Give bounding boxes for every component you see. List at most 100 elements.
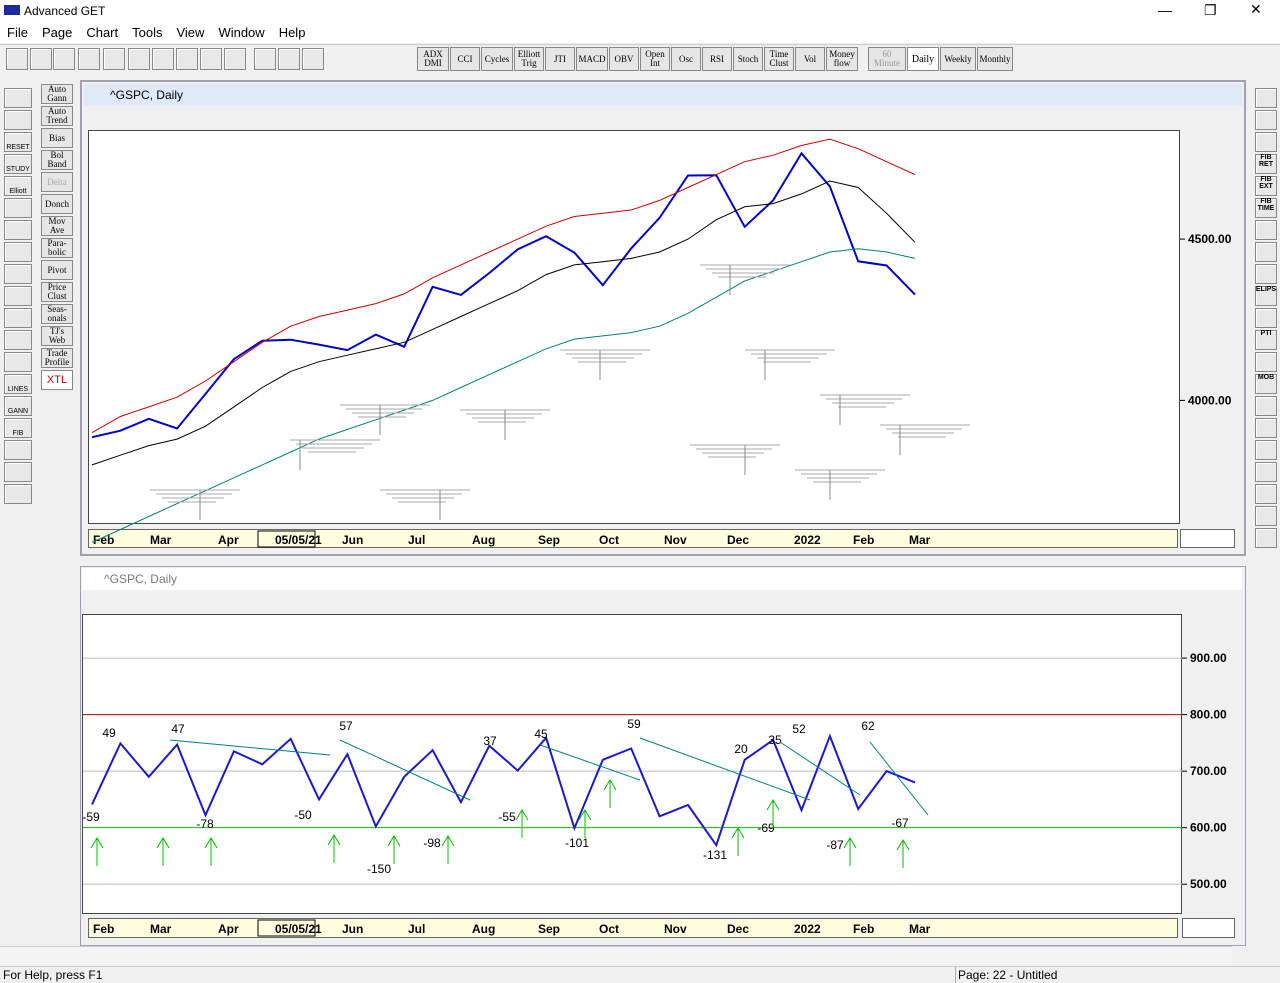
indicator-button[interactable]: OBV bbox=[609, 47, 639, 71]
indicator-button[interactable]: JTI bbox=[545, 47, 575, 71]
indicator-button[interactable]: MACD bbox=[576, 47, 608, 71]
tool-button[interactable] bbox=[254, 48, 276, 70]
indicator-button[interactable]: Osc bbox=[671, 47, 701, 71]
tool-icon[interactable] bbox=[1255, 308, 1277, 328]
tool-button[interactable] bbox=[278, 48, 300, 70]
indicator-button[interactable]: Elliott Trig bbox=[514, 47, 544, 71]
tool-button[interactable] bbox=[200, 48, 222, 70]
tool-icon[interactable] bbox=[1255, 286, 1277, 306]
tool-icon[interactable] bbox=[4, 484, 32, 504]
study-button[interactable]: Auto Gann bbox=[41, 84, 73, 104]
indicator-button[interactable]: Stoch bbox=[733, 47, 763, 71]
tool-icon[interactable] bbox=[1255, 396, 1277, 416]
indicator-button[interactable]: RSI bbox=[702, 47, 732, 71]
study-button[interactable]: Auto Trend bbox=[41, 106, 73, 126]
tool-icon[interactable] bbox=[1255, 528, 1277, 548]
tool-icon[interactable] bbox=[4, 374, 32, 394]
indicator-button[interactable]: Time Clust bbox=[764, 47, 794, 71]
tool-icon[interactable] bbox=[1255, 242, 1277, 262]
tool-icon[interactable] bbox=[1255, 110, 1277, 130]
study-button[interactable]: XTL bbox=[41, 370, 73, 390]
tool-icon[interactable] bbox=[1255, 484, 1277, 504]
study-button[interactable]: Pivot bbox=[41, 260, 73, 280]
tool-icon[interactable] bbox=[1255, 132, 1277, 152]
tool-button[interactable] bbox=[53, 48, 75, 70]
study-button[interactable]: Mov Ave bbox=[41, 216, 73, 236]
indicator-button[interactable]: CCI bbox=[450, 47, 480, 71]
tool-icon[interactable] bbox=[4, 198, 32, 218]
tool-icon[interactable] bbox=[4, 132, 32, 152]
tool-icon[interactable] bbox=[4, 264, 32, 284]
tool-icon[interactable] bbox=[1255, 506, 1277, 526]
tool-button[interactable] bbox=[30, 48, 52, 70]
tool-button[interactable] bbox=[6, 48, 28, 70]
tool-icon[interactable] bbox=[1255, 264, 1277, 284]
tool-icon[interactable] bbox=[1255, 330, 1277, 350]
scrollbar[interactable] bbox=[0, 946, 1232, 964]
tool-icon[interactable] bbox=[1255, 198, 1277, 218]
maximize[interactable]: ❐ bbox=[1204, 2, 1217, 18]
tool-icon[interactable] bbox=[4, 462, 32, 482]
tool-icon[interactable] bbox=[1255, 374, 1277, 394]
tool-button[interactable] bbox=[78, 48, 100, 70]
buy-arrow bbox=[156, 837, 170, 866]
tool-icon[interactable] bbox=[4, 418, 32, 438]
tool-icon[interactable] bbox=[1255, 220, 1277, 240]
timeframe-button[interactable]: Daily bbox=[907, 47, 939, 71]
indicator-button[interactable]: Money flow bbox=[826, 47, 858, 71]
menu-item[interactable]: Tools bbox=[132, 25, 163, 40]
menu-item[interactable]: Help bbox=[278, 25, 306, 40]
study-button[interactable]: Delta bbox=[41, 172, 73, 192]
tool-icon[interactable] bbox=[4, 110, 32, 130]
tool-button[interactable] bbox=[176, 48, 198, 70]
tool-icon[interactable] bbox=[4, 88, 32, 108]
tool-icon[interactable] bbox=[1255, 154, 1277, 174]
tool-button[interactable] bbox=[302, 48, 324, 70]
indicator-button[interactable]: Cycles bbox=[481, 47, 513, 71]
tool-icon[interactable] bbox=[1255, 462, 1277, 482]
tool-icon[interactable] bbox=[4, 308, 32, 328]
tool-icon[interactable] bbox=[4, 242, 32, 262]
study-button[interactable]: Seas-onals bbox=[41, 304, 73, 324]
tool-icon[interactable] bbox=[1255, 418, 1277, 438]
status-bar: For Help, press F1 Page: 22 - Untitled bbox=[0, 966, 1280, 983]
menu-item[interactable]: Page bbox=[41, 25, 73, 40]
menu-item[interactable]: View bbox=[176, 25, 205, 40]
tool-button[interactable] bbox=[103, 48, 125, 70]
study-button[interactable]: Donch bbox=[41, 194, 73, 214]
tool-icon[interactable] bbox=[1255, 176, 1277, 196]
study-button[interactable]: Trade Profile bbox=[41, 348, 73, 368]
indicator-button[interactable]: Open Int bbox=[640, 47, 670, 71]
indicator-button[interactable]: Vol bbox=[795, 47, 825, 71]
tool-icon[interactable] bbox=[4, 440, 32, 460]
study-button[interactable]: TJ's Web bbox=[41, 326, 73, 346]
timeframe-button[interactable]: Monthly bbox=[977, 47, 1013, 71]
minimize[interactable]: — bbox=[1158, 2, 1172, 18]
tool-icon[interactable] bbox=[4, 154, 32, 174]
window-controls[interactable]: — ❐ ✕ bbox=[1140, 0, 1280, 22]
timeframe-button[interactable]: Weekly bbox=[940, 47, 976, 71]
menu-item[interactable]: Window bbox=[218, 25, 265, 40]
tool-icon[interactable] bbox=[1255, 88, 1277, 108]
tool-icon[interactable] bbox=[1255, 440, 1277, 460]
study-button[interactable]: Bias bbox=[41, 128, 73, 148]
tool-icon[interactable] bbox=[4, 176, 32, 196]
study-button[interactable]: Bol Band bbox=[41, 150, 73, 170]
tool-icon[interactable] bbox=[4, 286, 32, 306]
tool-button[interactable] bbox=[152, 48, 174, 70]
tool-icon[interactable] bbox=[1255, 352, 1277, 372]
tool-icon-label: FIB EXT bbox=[1259, 176, 1273, 190]
tool-icon[interactable] bbox=[4, 220, 32, 240]
study-button[interactable]: Para-bolic bbox=[41, 238, 73, 258]
tool-icon[interactable] bbox=[4, 352, 32, 372]
menu-item[interactable]: Chart bbox=[86, 25, 119, 40]
timeframe-button[interactable]: 60 Minute bbox=[868, 47, 906, 71]
menu-item[interactable]: File bbox=[7, 25, 28, 40]
study-button[interactable]: Price Clust bbox=[41, 282, 73, 302]
tool-button[interactable] bbox=[128, 48, 150, 70]
indicator-button[interactable]: ADX DMI bbox=[417, 47, 449, 71]
tool-icon[interactable] bbox=[4, 330, 32, 350]
tool-button[interactable] bbox=[224, 48, 246, 70]
tool-icon[interactable] bbox=[4, 396, 32, 416]
close[interactable]: ✕ bbox=[1250, 1, 1262, 17]
